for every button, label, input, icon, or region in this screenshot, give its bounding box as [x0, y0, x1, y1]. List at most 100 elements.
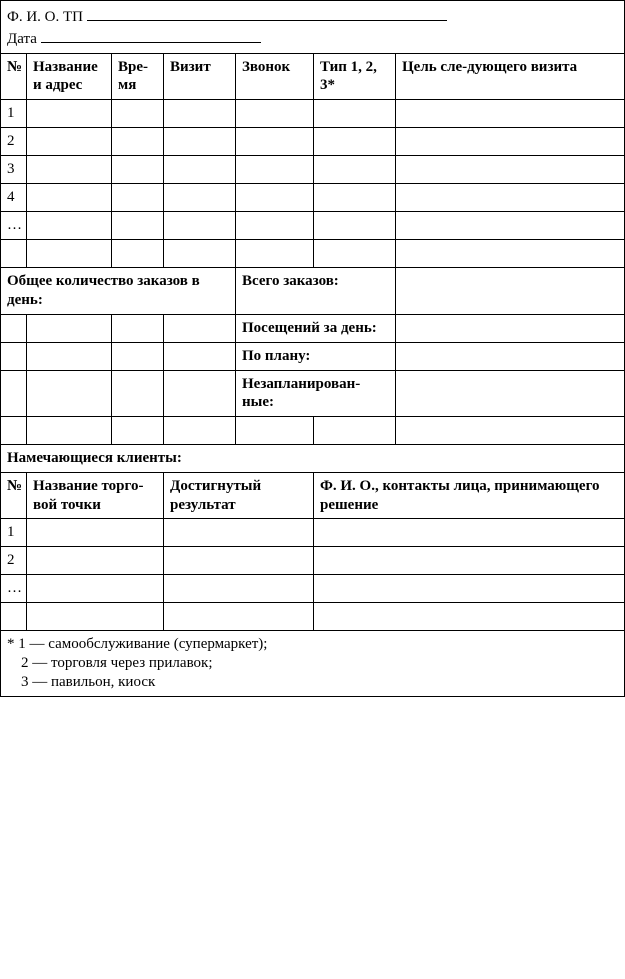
date-blank[interactable]	[41, 27, 261, 43]
cell[interactable]	[164, 519, 314, 547]
cell[interactable]	[112, 314, 164, 342]
fio-blank[interactable]	[87, 5, 447, 21]
row-num	[1, 240, 27, 268]
cell[interactable]	[27, 100, 112, 128]
cell[interactable]	[27, 314, 112, 342]
cell[interactable]	[112, 417, 164, 445]
cell[interactable]	[396, 268, 625, 315]
footnote-l3: 3 — павильон, киоск	[7, 673, 618, 692]
cell[interactable]	[314, 156, 396, 184]
cell[interactable]	[27, 370, 112, 417]
table-row: 4	[1, 184, 625, 212]
cell[interactable]	[314, 100, 396, 128]
cell[interactable]	[314, 128, 396, 156]
col-goal-header: Цель сле-дующего визита	[396, 53, 625, 100]
cell[interactable]	[396, 156, 625, 184]
cell[interactable]	[112, 156, 164, 184]
cell[interactable]	[27, 603, 164, 631]
cell[interactable]	[164, 100, 236, 128]
row-num: 1	[1, 100, 27, 128]
table-row: 1	[1, 100, 625, 128]
total-orders-label: Всего заказов:	[236, 268, 396, 315]
cell[interactable]	[1, 342, 27, 370]
cell[interactable]	[396, 342, 625, 370]
table-row	[1, 603, 625, 631]
cell[interactable]	[164, 212, 236, 240]
cell[interactable]	[164, 314, 236, 342]
cell[interactable]	[164, 370, 236, 417]
row-num: …	[1, 575, 27, 603]
cell[interactable]	[112, 100, 164, 128]
cell[interactable]	[27, 417, 112, 445]
cell[interactable]	[236, 100, 314, 128]
cell[interactable]	[236, 212, 314, 240]
cell[interactable]	[314, 575, 625, 603]
form-table: Ф. И. О. ТП Дата № Название и адрес Вре-…	[0, 0, 625, 697]
cell[interactable]	[164, 342, 236, 370]
cell[interactable]	[27, 240, 112, 268]
summary-row: Посещений за день:	[1, 314, 625, 342]
cell[interactable]	[314, 184, 396, 212]
footnote-row: * 1 — самообслуживание (супермаркет); 2 …	[1, 631, 625, 696]
cell[interactable]	[112, 128, 164, 156]
cell[interactable]	[314, 603, 625, 631]
cell[interactable]	[164, 128, 236, 156]
cell[interactable]	[164, 603, 314, 631]
cell[interactable]	[1, 417, 27, 445]
prospects-title-row: Намечающиеся клиенты:	[1, 445, 625, 473]
cell[interactable]	[27, 128, 112, 156]
row-num: 1	[1, 519, 27, 547]
form-page: Ф. И. О. ТП Дата № Название и адрес Вре-…	[0, 0, 625, 697]
prospects-title: Намечающиеся клиенты:	[1, 445, 625, 473]
cell[interactable]	[164, 547, 314, 575]
footnote-cell: * 1 — самообслуживание (супермаркет); 2 …	[1, 631, 625, 696]
p-col-contact: Ф. И. О., контакты лица, принимающего ре…	[314, 472, 625, 519]
p-col-num: №	[1, 472, 27, 519]
cell[interactable]	[236, 240, 314, 268]
cell[interactable]	[112, 184, 164, 212]
cell[interactable]	[112, 212, 164, 240]
cell[interactable]	[164, 575, 314, 603]
row-num: 3	[1, 156, 27, 184]
cell[interactable]	[236, 417, 314, 445]
cell[interactable]	[27, 519, 164, 547]
cell[interactable]	[27, 342, 112, 370]
cell[interactable]	[396, 100, 625, 128]
cell[interactable]	[314, 212, 396, 240]
cell[interactable]	[396, 314, 625, 342]
summary-row: Общее количество заказов в день: Всего з…	[1, 268, 625, 315]
cell[interactable]	[314, 417, 396, 445]
cell[interactable]	[27, 575, 164, 603]
cell[interactable]	[112, 370, 164, 417]
cell[interactable]	[396, 417, 625, 445]
cell[interactable]	[396, 128, 625, 156]
footnote-l1: * 1 — самообслуживание (супермаркет);	[7, 636, 267, 652]
by-plan-label: По плану:	[236, 342, 396, 370]
cell[interactable]	[314, 547, 625, 575]
cell[interactable]	[396, 212, 625, 240]
cell[interactable]	[396, 184, 625, 212]
cell[interactable]	[164, 184, 236, 212]
cell[interactable]	[1, 370, 27, 417]
cell[interactable]	[1, 314, 27, 342]
table-row: …	[1, 212, 625, 240]
cell[interactable]	[112, 240, 164, 268]
cell[interactable]	[164, 156, 236, 184]
cell[interactable]	[27, 212, 112, 240]
prospects-header-row: № Название торго-вой точки Достигнутый р…	[1, 472, 625, 519]
cell[interactable]	[314, 519, 625, 547]
cell[interactable]	[27, 547, 164, 575]
cell[interactable]	[27, 156, 112, 184]
cell[interactable]	[314, 240, 396, 268]
cell[interactable]	[164, 417, 236, 445]
table-row: 3	[1, 156, 625, 184]
cell[interactable]	[27, 184, 112, 212]
cell[interactable]	[112, 342, 164, 370]
cell[interactable]	[236, 184, 314, 212]
cell[interactable]	[396, 370, 625, 417]
cell[interactable]	[236, 156, 314, 184]
cell[interactable]	[396, 240, 625, 268]
cell[interactable]	[236, 128, 314, 156]
table-row	[1, 240, 625, 268]
cell[interactable]	[164, 240, 236, 268]
